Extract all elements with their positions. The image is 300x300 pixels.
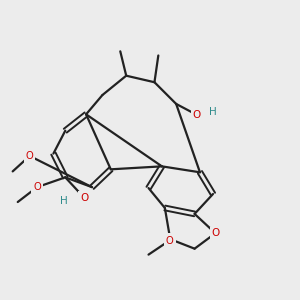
Text: O: O [166, 234, 174, 244]
Text: O: O [193, 110, 201, 120]
Text: H: H [60, 196, 68, 206]
Text: H: H [209, 107, 217, 117]
Text: O: O [211, 228, 220, 238]
Text: O: O [26, 151, 34, 161]
Text: O: O [80, 193, 88, 202]
Text: O: O [33, 182, 41, 192]
Text: O: O [165, 236, 173, 246]
